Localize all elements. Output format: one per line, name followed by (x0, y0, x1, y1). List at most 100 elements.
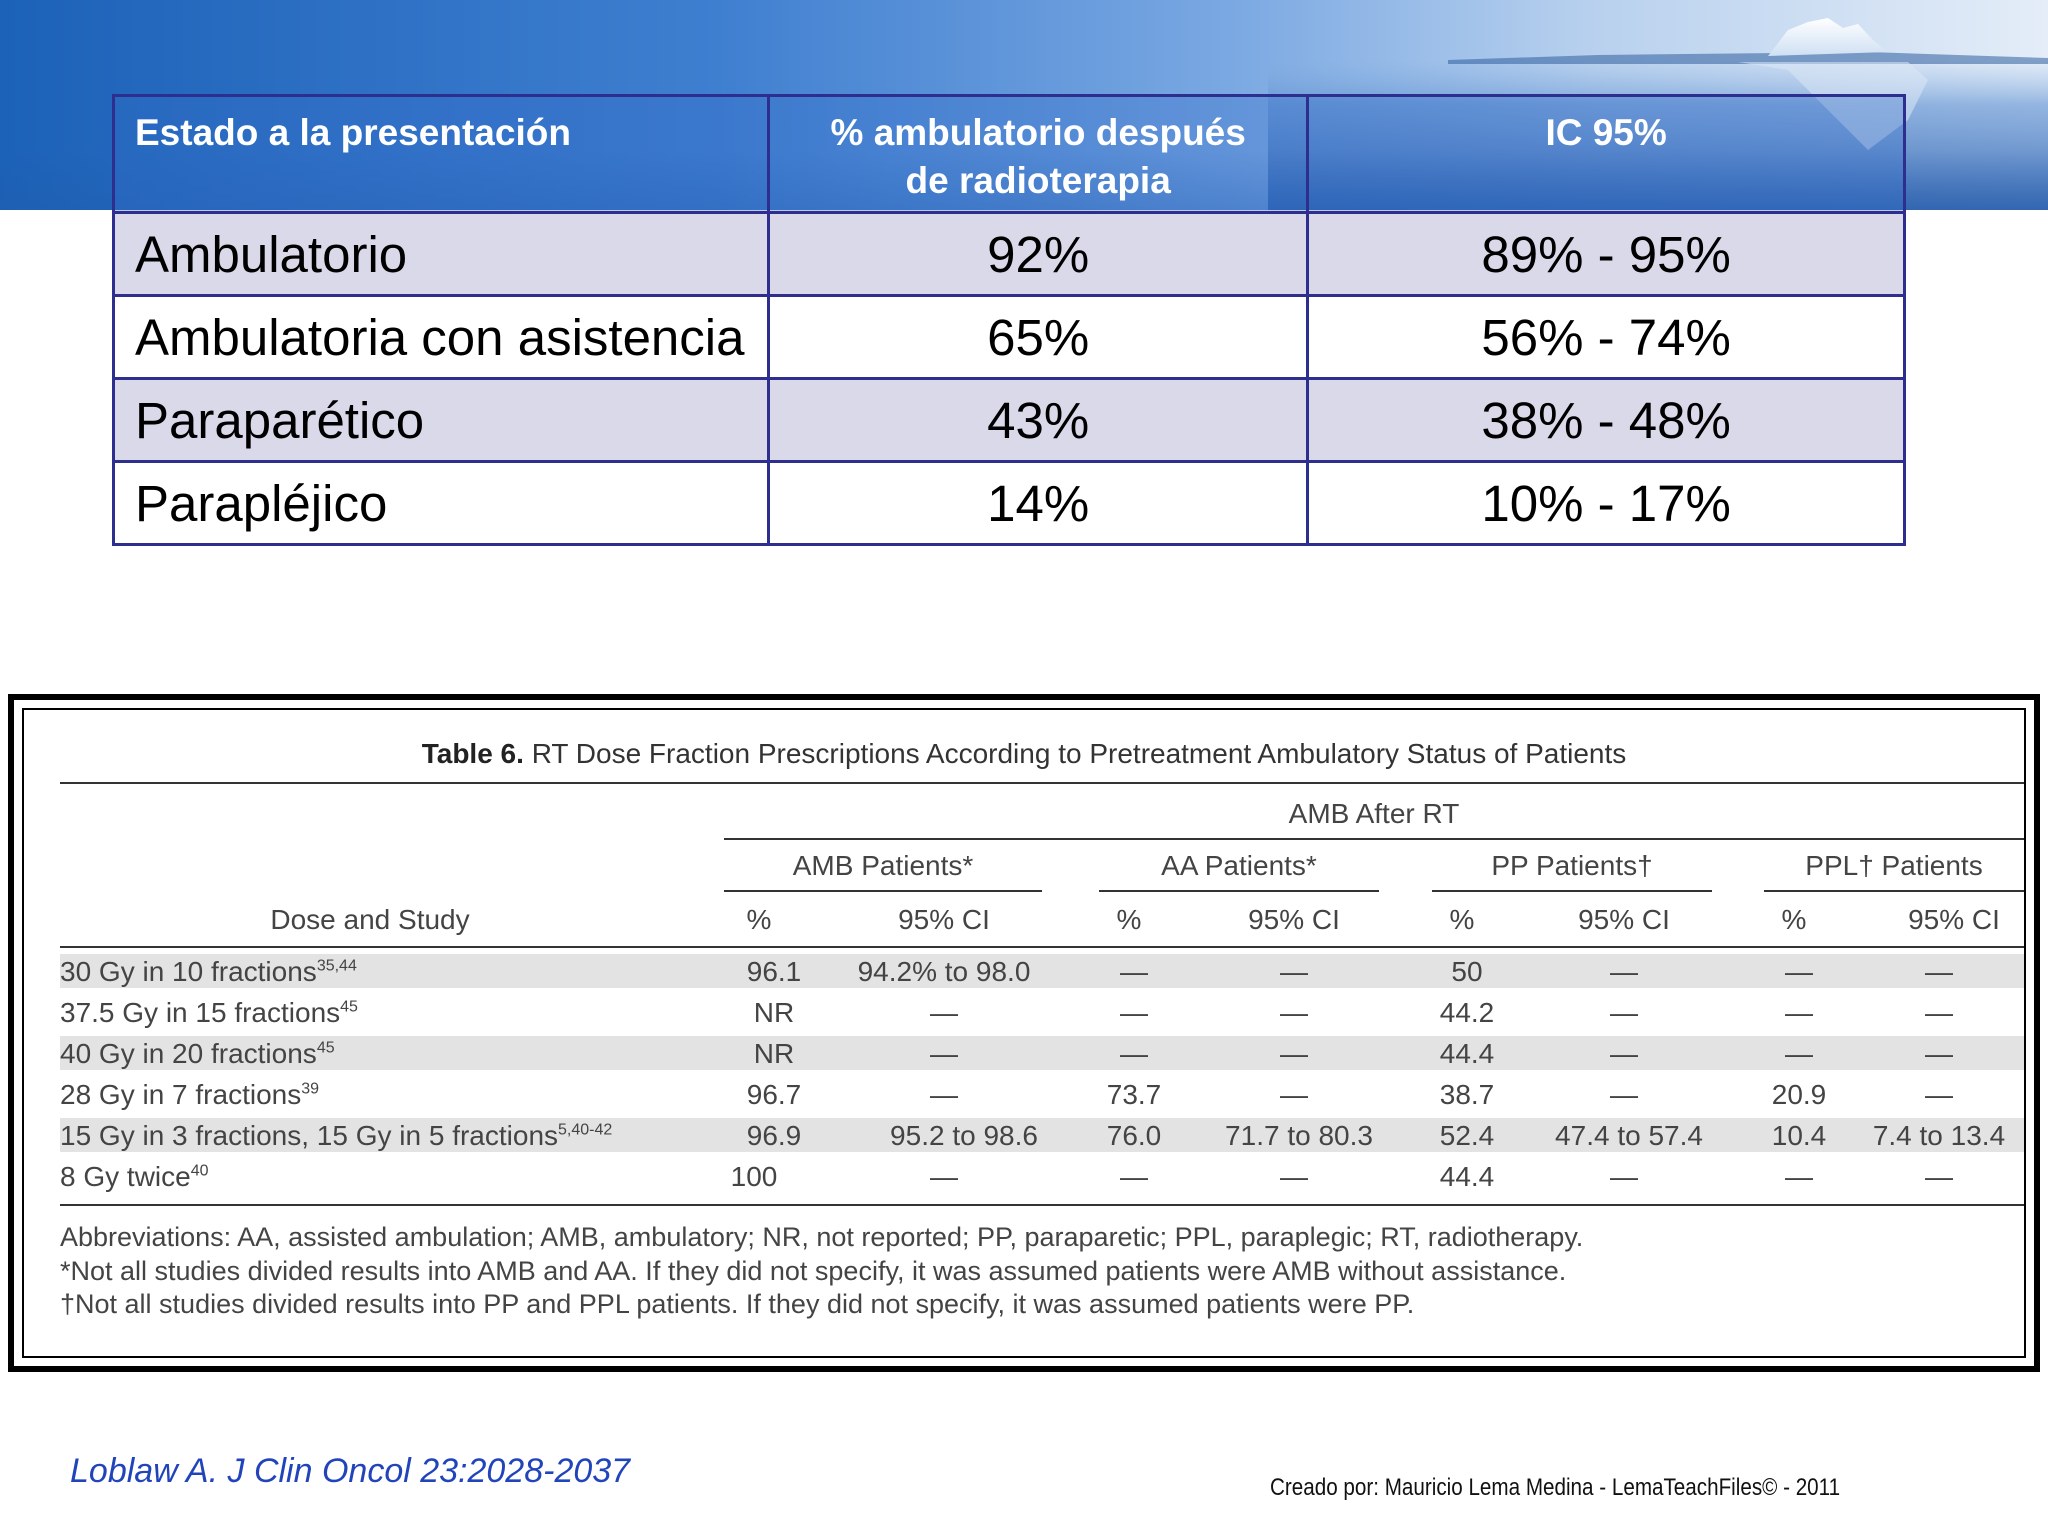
dose-text: 8 Gy twice (60, 1161, 191, 1192)
cell-pp-pct: 44.2 (1439, 997, 1495, 1028)
cell-pp-ci: — (1610, 956, 1638, 987)
cell-ppl-ci: — (1925, 1161, 1953, 1192)
cell-ci: 56% - 74% (1306, 294, 1906, 380)
header-status: Estado a la presentación (111, 94, 771, 214)
dose-text: 28 Gy in 7 fractions (60, 1079, 302, 1110)
group-header-aa: AA Patients* (1161, 850, 1317, 881)
summary-header-row: Estado a la presentación % ambulatorio d… (111, 94, 1906, 214)
cell-pp-ci: — (1610, 997, 1638, 1028)
dose-label: 8 Gy twice40 (60, 1161, 209, 1193)
table-row: Ambulatoria con asistencia 65% 56% - 74% (111, 294, 1906, 380)
group-header-ppl: PPL† Patients (1805, 850, 1983, 881)
dose-ref: 45 (316, 1039, 335, 1057)
cell-ci: 10% - 17% (1306, 460, 1906, 546)
cell-ppl-pct: — (1785, 997, 1813, 1028)
dose-label: 30 Gy in 10 fractions35,44 (60, 956, 357, 988)
group-rule-pp (1432, 890, 1712, 892)
journal-table-figure: Table 6. RT Dose Fraction Prescriptions … (8, 694, 2040, 1372)
cell-aa-pct: 76.0 (1106, 1120, 1162, 1151)
cell-status: Ambulatorio (111, 211, 771, 297)
cell-aa-pct: 73.7 (1106, 1079, 1162, 1110)
journal-table-frame: Table 6. RT Dose Fraction Prescriptions … (22, 708, 2026, 1358)
cell-amb-ci: — (930, 997, 958, 1028)
row-band (60, 1118, 2024, 1152)
cell-status: Ambulatoria con asistencia (111, 294, 771, 380)
span-rule (724, 838, 2024, 840)
dose-text: 37.5 Gy in 15 fractions (60, 997, 341, 1028)
cell-ppl-pct: 10.4 (1771, 1120, 1827, 1151)
cell-amb-ci: 94.2% to 98.0 (857, 956, 1031, 987)
cell-aa-ci: — (1280, 1079, 1308, 1110)
row-header: Dose and Study (270, 904, 470, 935)
bottom-rule (60, 1204, 2024, 1206)
group-header-pp: PP Patients† (1491, 850, 1653, 881)
top-rule (60, 782, 2024, 784)
header-ci: IC 95% (1306, 94, 1906, 214)
cell-status: Parapléjico (111, 460, 771, 546)
cell-aa-ci: — (1280, 1161, 1308, 1192)
cell-aa-ci: 71.7 to 80.3 (1225, 1120, 1373, 1151)
subheader-amb-pct: % (746, 904, 772, 935)
subheader-ppl-ci: 95% CI (1908, 904, 2000, 935)
cell-pct: 65% (767, 294, 1310, 380)
cell-pp-pct: 38.7 (1439, 1079, 1495, 1110)
cell-ppl-pct: 20.9 (1771, 1079, 1827, 1110)
cell-ppl-ci: — (1925, 1038, 1953, 1069)
table-row: Ambulatorio 92% 89% - 95% (111, 211, 1906, 297)
dose-text: 15 Gy in 3 fractions, 15 Gy in 5 fractio… (60, 1120, 559, 1151)
citation: Loblaw A. J Clin Oncol 23:2028-2037 (70, 1452, 631, 1490)
cell-ci: 38% - 48% (1306, 377, 1906, 463)
subheader-aa-ci: 95% CI (1248, 904, 1340, 935)
cell-amb-pct: 96.9 (746, 1120, 802, 1151)
journal-table-title-text: RT Dose Fraction Prescriptions According… (531, 738, 1627, 769)
cell-aa-pct: — (1120, 1161, 1148, 1192)
cell-aa-ci: — (1280, 956, 1308, 987)
cell-amb-pct: 96.1 (746, 956, 802, 987)
cell-amb-pct: NR (753, 1038, 795, 1069)
cell-amb-ci: 95.2 to 98.6 (890, 1120, 1038, 1151)
dose-ref: 45 (340, 998, 358, 1016)
dose-ref: 5,40-42 (558, 1121, 613, 1139)
header-rule (60, 946, 2024, 948)
journal-table-title: Table 6. RT Dose Fraction Prescriptions … (24, 738, 2024, 770)
header-ambulatory-pct: % ambulatorio después de radioterapia (767, 94, 1310, 214)
journal-table-title-label: Table 6. (421, 738, 524, 769)
cell-aa-pct: — (1120, 1038, 1148, 1069)
subheader-ppl-pct: % (1781, 904, 1807, 935)
subheader-pp-ci: 95% CI (1578, 904, 1670, 935)
subheader-aa-pct: % (1116, 904, 1142, 935)
cell-ppl-ci: — (1925, 1079, 1953, 1110)
dose-label: 37.5 Gy in 15 fractions45 (60, 997, 358, 1029)
footnote-abbreviations: Abbreviations: AA, assisted ambulation; … (60, 1222, 1584, 1252)
group-rule-aa (1099, 890, 1379, 892)
cell-pp-ci: 47.4 to 57.4 (1555, 1120, 1703, 1151)
cell-ppl-ci: — (1925, 956, 1953, 987)
cell-ppl-ci: 7.4 to 13.4 (1872, 1120, 2006, 1151)
dose-ref: 35,44 (316, 957, 357, 975)
dose-label: 40 Gy in 20 fractions45 (60, 1038, 335, 1070)
cell-amb-pct: 100 (730, 1161, 778, 1192)
cell-pp-ci: — (1610, 1038, 1638, 1069)
dose-label: 28 Gy in 7 fractions39 (60, 1079, 319, 1111)
subheader-pp-pct: % (1449, 904, 1475, 935)
cell-pct: 14% (767, 460, 1310, 546)
cell-aa-ci: — (1280, 997, 1308, 1028)
credit-line: Creado por: Mauricio Lema Medina - LemaT… (1270, 1474, 1841, 1501)
summary-table: Estado a la presentación % ambulatorio d… (111, 94, 1906, 546)
cell-amb-ci: — (930, 1161, 958, 1192)
group-header-amb: AMB Patients* (792, 850, 974, 881)
cell-ppl-pct: — (1785, 1161, 1813, 1192)
header-ambulatory-pct-line2: de radioterapia (905, 160, 1171, 201)
cell-pp-ci: — (1610, 1079, 1638, 1110)
cell-aa-pct: — (1120, 956, 1148, 987)
dose-label: 15 Gy in 3 fractions, 15 Gy in 5 fractio… (60, 1120, 612, 1152)
table-row: Parapléjico 14% 10% - 17% (111, 460, 1906, 546)
dose-ref: 39 (301, 1080, 320, 1098)
subheader-amb-ci: 95% CI (898, 904, 990, 935)
cell-aa-pct: — (1120, 997, 1148, 1028)
dose-ref: 40 (190, 1162, 209, 1180)
footnote-amb: *Not all studies divided results into AM… (60, 1256, 1567, 1286)
dose-text: 30 Gy in 10 fractions (60, 956, 317, 987)
cell-amb-pct: 96.7 (746, 1079, 802, 1110)
footnote-pp: †Not all studies divided results into PP… (60, 1289, 1415, 1319)
